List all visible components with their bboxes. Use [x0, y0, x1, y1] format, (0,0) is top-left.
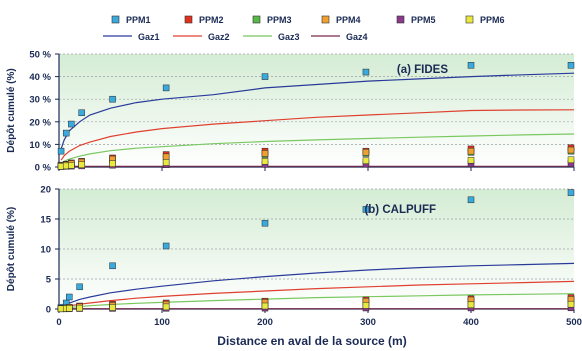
point-ppm1: [567, 189, 575, 196]
point-ppm1: [78, 109, 85, 117]
point-ppm1: [261, 73, 269, 80]
point-ppm6: [162, 303, 170, 311]
y-tick-label: 0 %: [35, 163, 52, 174]
point-ppm6: [467, 301, 475, 309]
y-tick-label: 30 %: [29, 95, 51, 106]
line-gaz3: [58, 293, 575, 310]
y-tick-label: 20: [40, 185, 51, 196]
point-ppm4: [467, 147, 475, 155]
line-gaz3: [60, 133, 575, 165]
legend-label-gaz2: Gaz2: [208, 32, 230, 42]
point-ppm1: [467, 62, 475, 69]
y-tick-label: 0: [46, 305, 51, 316]
point-ppm1: [567, 62, 575, 69]
legend-label-ppm1: PPM1: [126, 15, 151, 25]
point-ppm1: [109, 262, 116, 270]
x-tick-label: 200: [257, 317, 273, 328]
point-ppm1: [57, 147, 65, 155]
legend-label-gaz4: Gaz4: [346, 32, 368, 42]
point-ppm6: [78, 161, 85, 168]
line-gaz2: [60, 109, 575, 161]
point-ppm6: [66, 305, 73, 312]
legend: PPM1 PPM2 PPM3 PPM4 PPM5 PPM6 Gaz1 Gaz2 Gaz3 Gaz4: [103, 15, 505, 42]
y-tick-label: 40 %: [29, 72, 51, 83]
point-ppm1: [66, 293, 73, 301]
legend-label-ppm4: PPM4: [336, 15, 361, 25]
point-ppm1: [162, 242, 170, 250]
legend-label-gaz1: Gaz1: [138, 32, 160, 42]
point-ppm1: [62, 129, 70, 137]
y-axis-label: Dépôt cumulé (%): [6, 68, 17, 152]
point-ppm1: [76, 283, 83, 291]
point-ppm1: [362, 206, 370, 213]
x-tick-label: 500: [566, 317, 582, 328]
point-ppm1: [109, 95, 116, 103]
legend-marker-ppm1: [111, 15, 120, 24]
point-ppm6: [162, 159, 170, 166]
legend-marker-ppm4: [321, 15, 330, 24]
point-ppm6: [567, 156, 575, 164]
y-tick-label: 50 %: [29, 50, 51, 61]
point-ppm1: [68, 120, 75, 128]
point-ppm6: [567, 300, 575, 308]
y-axis-label: Dépôt cumulé (%): [6, 207, 17, 291]
y-tick-label: 20 %: [29, 117, 51, 128]
legend-label-gaz3: Gaz3: [278, 32, 300, 42]
y-tick-label: 10 %: [29, 140, 51, 151]
legend-marker-ppm2: [184, 15, 193, 24]
legend-label-ppm6: PPM6: [480, 15, 505, 25]
point-ppm6: [68, 162, 75, 169]
point-ppm1: [162, 84, 170, 92]
point-ppm4: [162, 153, 170, 161]
point-ppm6: [362, 302, 370, 309]
point-ppm1: [467, 196, 475, 204]
x-tick-label: 400: [463, 317, 479, 328]
point-ppm6: [109, 304, 116, 311]
line-gaz2: [58, 280, 575, 309]
point-ppm6: [261, 158, 269, 165]
panel-fides: 0 % 10 % 20 % 30 % 40 % 50 % (a) FIDES Dépôt cu…: [6, 50, 575, 174]
point-ppm6: [362, 157, 370, 164]
panel-title: (a) FIDES: [397, 64, 448, 76]
y-tick-label: 10: [40, 245, 51, 256]
legend-marker-ppm6: [465, 15, 474, 24]
point-ppm6: [261, 302, 269, 310]
x-tick-label: 300: [360, 317, 376, 328]
x-tick-label: 100: [154, 317, 170, 328]
legend-marker-ppm3: [252, 15, 261, 24]
legend-label-ppm3: PPM3: [267, 15, 292, 25]
legend-label-ppm5: PPM5: [411, 15, 436, 25]
point-ppm4: [362, 149, 370, 156]
point-ppm6: [109, 160, 116, 167]
legend-label-ppm2: PPM2: [199, 15, 224, 25]
point-ppm1: [362, 68, 370, 76]
point-ppm1: [261, 219, 269, 227]
x-tick-label: 0: [56, 317, 61, 328]
y-tick-label: 15: [40, 215, 51, 226]
x-axis-label: Distance en aval de la source (m): [217, 334, 406, 348]
point-ppm4: [261, 150, 269, 157]
point-ppm6: [76, 304, 83, 312]
legend-marker-ppm5: [396, 15, 405, 24]
line-gaz1: [58, 262, 575, 309]
point-ppm6: [467, 156, 475, 164]
panel-title: (b) CALPUFF: [364, 204, 436, 216]
point-ppm4: [567, 146, 575, 154]
y-tick-label: 5: [46, 275, 52, 286]
